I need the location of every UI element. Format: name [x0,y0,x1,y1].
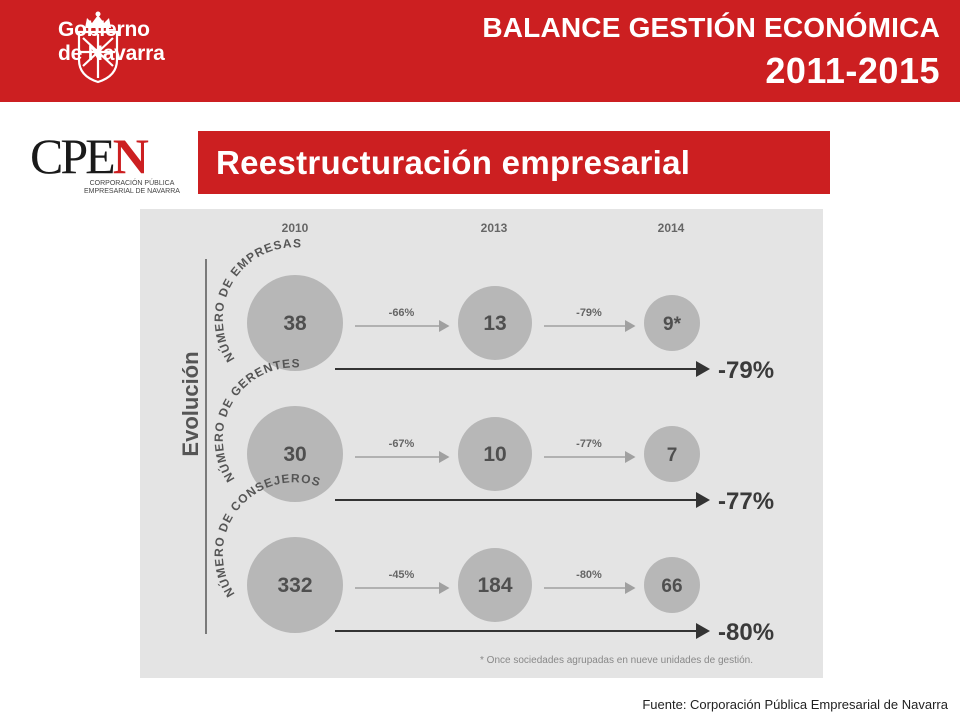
cpen-letter-n: N [112,128,149,184]
cpen-subtitle-line-2: EMPRESARIAL DE NAVARRA [84,188,180,195]
value-circle [644,426,700,482]
logo-line-2: de Navarra [58,42,165,65]
value-label: 66 [661,576,682,597]
value-label: 184 [477,574,512,597]
value-label: 10 [483,443,506,466]
change-label: -79% [576,307,602,319]
year-label-2014: 2014 [658,221,685,235]
value-circle [644,557,700,613]
total-label: -80% [718,619,774,646]
logo-line-1: Gobierno [58,18,150,41]
year-label-2013: 2013 [481,221,508,235]
value-circle [458,286,532,360]
value-circle [644,295,700,351]
value-label: 9* [663,314,682,335]
cpen-subtitle-line-1: CORPORACIÓN PÚBLICA [89,180,175,187]
value-label: 38 [283,312,307,335]
value-circle [247,275,343,371]
logo-wordmark: Gobierno de Navarra [58,18,165,66]
cpen-subtitle: CORPORACIÓN PÚBLICA EMPRESARIAL DE NAVAR… [76,180,188,196]
section-title: Reestructuración empresarial [198,131,830,194]
value-circle [247,537,343,633]
evolution-infographic: Evolución 2010 2013 2014 NÚMERO DE EMPRE… [140,209,823,678]
value-circle [458,548,532,622]
value-circle [247,406,343,502]
header-bar: Gobierno de Navarra BALANCE GESTIÓN ECON… [0,0,960,102]
source-note: Fuente: Corporación Pública Empresarial … [642,697,948,712]
change-label: -77% [576,438,602,450]
change-label: -66% [389,307,415,319]
side-label: Evolución [178,351,203,456]
total-label: -79% [718,357,774,384]
total-label: -77% [718,488,774,515]
value-label: 30 [283,443,306,466]
change-label: -67% [389,438,415,450]
value-label: 13 [483,312,506,335]
year-label-2010: 2010 [282,221,309,235]
page-title: BALANCE GESTIÓN ECONÓMICA [482,12,940,43]
cpen-wordmark: CPEN [30,128,149,184]
infographic-canvas: Evolución 2010 2013 2014 NÚMERO DE EMPRE… [178,221,774,666]
change-label: -45% [389,569,415,581]
footnote: * Once sociedades agrupadas en nueve uni… [480,655,753,666]
value-label: 332 [277,574,312,597]
change-label: -80% [576,569,602,581]
navarra-shield-icon [77,11,119,84]
value-circle [458,417,532,491]
value-label: 7 [667,445,678,466]
page-years: 2011-2015 [765,50,940,91]
cpen-letters-main: CPE [30,128,116,184]
cpen-logo: CPEN CORPORACIÓN PÚBLICA EMPRESARIAL DE … [30,128,190,196]
